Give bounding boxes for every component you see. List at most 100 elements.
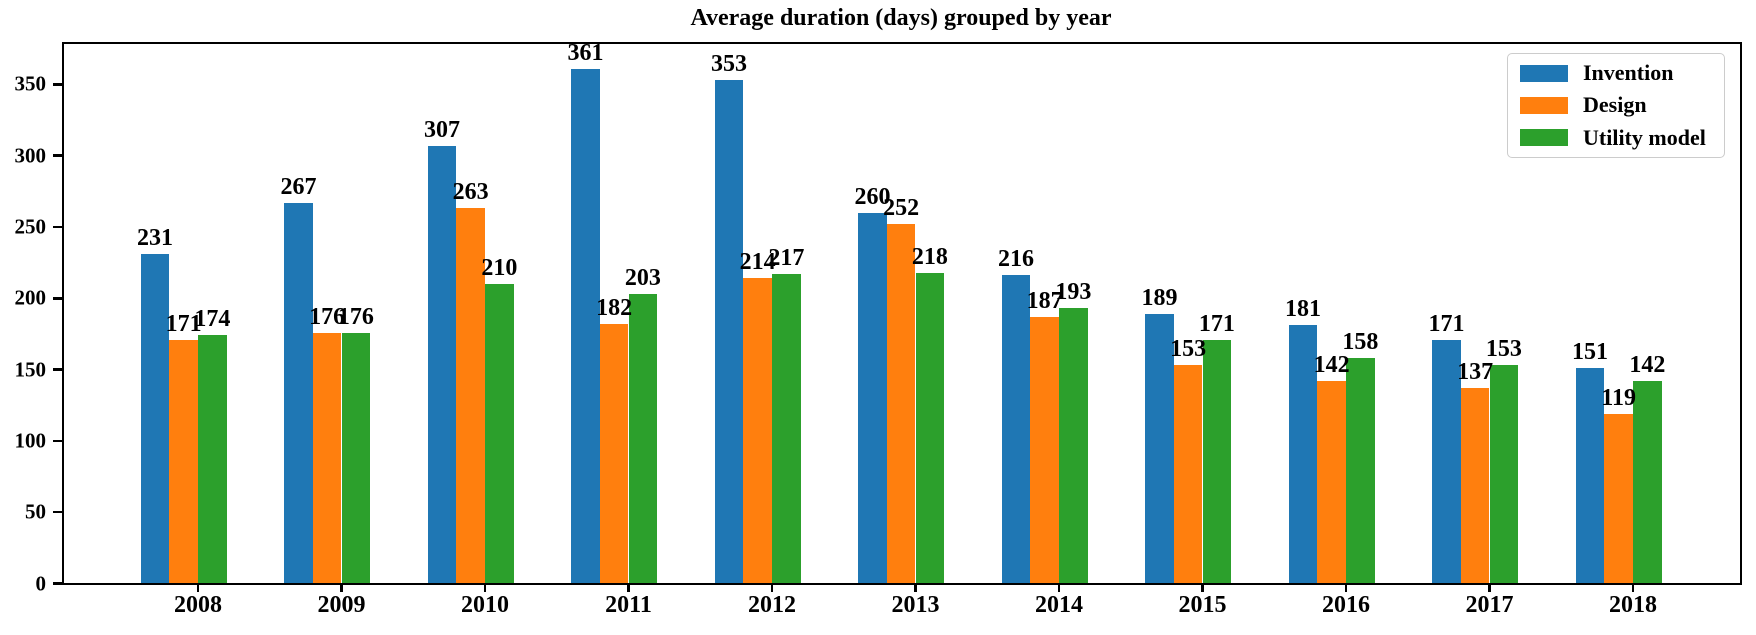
y-tick-mark-350 (53, 83, 62, 86)
legend-label-utility-model: Utility model (1583, 124, 1706, 150)
y-tick-label-200: 200 (14, 285, 47, 310)
legend: Invention Design Utility model (1507, 53, 1725, 158)
utility-model-bar-2009 (341, 332, 371, 584)
bar-value-label-design-2018: 119 (1601, 384, 1636, 411)
y-tick-mark-50 (53, 510, 62, 514)
x-tick-mark-2008 (196, 585, 200, 592)
x-tick-mark-2009 (340, 585, 343, 592)
invention-bar-2016 (1288, 325, 1318, 584)
design-bar-2011 (599, 323, 629, 584)
bar-value-label-utility-model-2017: 153 (1485, 336, 1522, 363)
x-tick-mark-2018 (1631, 585, 1635, 592)
invention-bar-2015 (1145, 313, 1174, 584)
x-tick-label-2013: 2013 (891, 592, 940, 618)
design-bar-2017 (1460, 388, 1490, 584)
legend-swatch-invention (1520, 64, 1568, 82)
utility-model-bar-2016 (1346, 358, 1375, 584)
x-tick-label-2010: 2010 (461, 592, 509, 618)
design-bar-2014 (1030, 316, 1059, 584)
invention-bar-2010 (427, 145, 457, 584)
bar-value-label-design-2013: 252 (883, 195, 920, 222)
utility-model-bar-2018 (1633, 380, 1662, 584)
bar-value-label-invention-2010: 307 (423, 116, 460, 143)
utility-model-bar-2008 (198, 335, 227, 584)
legend-swatch-utility-model (1520, 129, 1568, 147)
invention-bar-2008 (140, 254, 170, 584)
y-tick-label-100: 100 (14, 428, 47, 453)
invention-bar-2009 (284, 202, 313, 584)
bar-value-label-invention-2008: 231 (136, 225, 173, 252)
x-tick-mark-2010 (483, 585, 487, 592)
x-tick-mark-2014 (1057, 585, 1061, 592)
bar-value-label-design-2011: 182 (596, 294, 633, 321)
y-tick-label-50: 50 (25, 499, 46, 524)
x-tick-mark-2013 (914, 585, 917, 592)
legend-swatch-design (1520, 96, 1568, 114)
bar-value-label-utility-model-2014: 193 (1055, 279, 1092, 306)
bar-value-label-utility-model-2010: 210 (481, 255, 518, 281)
invention-bar-2014 (1001, 275, 1031, 584)
y-tick-mark-0 (53, 582, 62, 585)
x-tick-label-2016: 2016 (1322, 592, 1370, 618)
design-bar-2009 (312, 332, 342, 584)
design-bar-2013 (886, 224, 916, 584)
y-tick-mark-300 (53, 154, 62, 157)
x-tick-label-2008: 2008 (174, 592, 222, 618)
bar-value-label-utility-model-2015: 171 (1198, 310, 1235, 337)
utility-model-bar-2014 (1059, 308, 1088, 584)
bar-value-label-invention-2013: 260 (854, 183, 891, 210)
design-bar-2008 (169, 339, 198, 584)
utility-model-bar-2017 (1489, 365, 1519, 584)
x-tick-mark-2017 (1488, 585, 1491, 592)
y-tick-mark-100 (53, 439, 62, 443)
legend-label-invention: Invention (1583, 60, 1674, 86)
x-tick-label-2009: 2009 (317, 592, 366, 618)
invention-bar-2018 (1575, 368, 1605, 584)
utility-model-bar-2012 (772, 274, 801, 584)
x-tick-label-2017: 2017 (1465, 592, 1514, 618)
legend-item-design: Design (1520, 94, 1712, 116)
x-tick-mark-2015 (1201, 585, 1204, 592)
bar-value-label-utility-model-2013: 218 (911, 243, 948, 270)
utility-model-bar-2013 (915, 272, 945, 584)
plot-area-frame (62, 42, 1742, 585)
legend-item-utility-model: Utility model (1520, 124, 1712, 150)
y-tick-label-250: 250 (14, 214, 47, 239)
bar-value-label-utility-model-2009: 176 (337, 303, 374, 330)
utility-model-bar-2011 (628, 293, 658, 584)
bar-value-label-design-2017: 137 (1457, 359, 1494, 386)
bar-value-label-invention-2014: 216 (997, 246, 1034, 273)
y-tick-mark-200 (53, 297, 62, 300)
chart-title: Average duration (days) grouped by year (690, 5, 1112, 31)
x-tick-label-2015: 2015 (1178, 592, 1227, 618)
y-tick-label-150: 150 (14, 357, 47, 382)
bar-value-label-utility-model-2018: 142 (1629, 351, 1666, 378)
bar-value-label-invention-2009: 267 (280, 173, 317, 200)
invention-bar-2011 (571, 68, 600, 584)
x-tick-mark-2016 (1344, 585, 1348, 592)
bar-value-label-design-2009: 176 (309, 303, 346, 330)
bar-value-label-invention-2012: 353 (710, 51, 747, 78)
bar-value-label-invention-2016: 181 (1284, 296, 1321, 323)
bar-value-label-invention-2015: 189 (1141, 284, 1178, 311)
invention-bar-2013 (858, 212, 887, 584)
design-bar-2016 (1317, 380, 1346, 584)
bar-value-label-design-2008: 171 (165, 310, 202, 337)
y-tick-label-350: 350 (14, 71, 47, 96)
y-tick-label-300: 300 (14, 143, 47, 168)
bar-value-label-design-2016: 142 (1313, 351, 1350, 378)
invention-bar-2012 (714, 80, 744, 584)
design-bar-2015 (1173, 365, 1203, 584)
bar-value-label-invention-2018: 151 (1571, 339, 1608, 366)
bar-value-label-utility-model-2011: 203 (624, 264, 661, 291)
x-tick-mark-2012 (770, 585, 774, 592)
utility-model-bar-2010 (485, 284, 514, 584)
x-tick-label-2012: 2012 (748, 592, 796, 618)
y-tick-mark-250 (53, 225, 62, 229)
x-tick-label-2014: 2014 (1035, 592, 1083, 618)
design-bar-2018 (1604, 413, 1633, 584)
x-tick-label-2018: 2018 (1609, 592, 1657, 618)
legend-item-invention: Invention (1520, 62, 1712, 84)
bar-value-label-invention-2017: 171 (1428, 310, 1465, 337)
